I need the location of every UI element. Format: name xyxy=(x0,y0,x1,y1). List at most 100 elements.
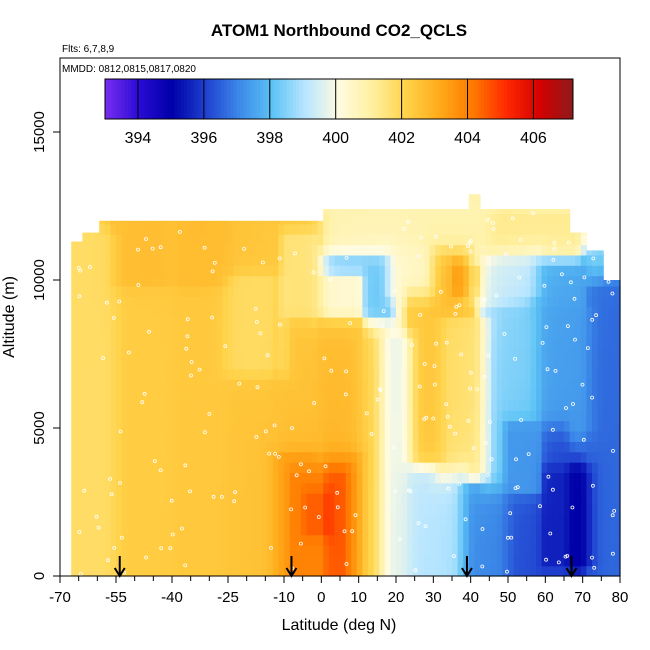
heatmap-cell xyxy=(496,348,503,360)
heatmap-cell xyxy=(362,254,369,266)
heatmap-cell xyxy=(362,451,369,463)
heatmap-cell xyxy=(508,368,515,380)
heatmap-cell xyxy=(166,244,173,256)
heatmap-cell xyxy=(519,389,526,401)
colorbar-swatch xyxy=(569,79,574,119)
heatmap-cell xyxy=(149,565,156,577)
heatmap-cell xyxy=(312,441,319,453)
heatmap-cell xyxy=(228,389,235,401)
heatmap-cell xyxy=(614,379,621,391)
heatmap-cell xyxy=(508,565,515,577)
heatmap-cell xyxy=(256,534,263,546)
heatmap-cell xyxy=(508,209,515,214)
heatmap-cell xyxy=(284,234,291,246)
sample-marker xyxy=(219,494,224,499)
heatmap-cell xyxy=(435,327,442,339)
heatmap-cell xyxy=(300,462,307,473)
sample-marker xyxy=(380,324,385,329)
heatmap-cell xyxy=(278,234,285,246)
sample-marker xyxy=(491,226,496,231)
heatmap-cell xyxy=(468,244,475,256)
heatmap-cell xyxy=(368,544,375,556)
heatmap-cell xyxy=(356,420,363,432)
heatmap-cell xyxy=(440,441,447,453)
heatmap-cell xyxy=(379,472,386,484)
heatmap-cell xyxy=(390,254,397,266)
heatmap-cell xyxy=(435,285,442,297)
heatmap-cell xyxy=(177,420,184,432)
x-tick-label: -40 xyxy=(161,589,183,606)
heatmap-cell xyxy=(144,462,151,473)
heatmap-cell xyxy=(99,337,106,349)
sample-marker xyxy=(494,293,499,298)
heatmap-cell xyxy=(373,482,380,494)
heatmap-cell xyxy=(384,358,391,370)
heatmap-cell xyxy=(547,275,554,287)
heatmap-cell xyxy=(412,348,419,360)
heatmap-cell xyxy=(608,389,615,401)
heatmap-cell xyxy=(575,472,582,484)
heatmap-cell xyxy=(82,317,89,328)
heatmap-cell xyxy=(412,223,419,235)
heatmap-cell xyxy=(524,213,531,225)
heatmap-cell xyxy=(149,482,156,494)
heatmap-cell xyxy=(558,368,565,380)
heatmap-cell xyxy=(71,420,78,432)
heatmap-cell xyxy=(356,431,363,442)
heatmap-cell xyxy=(580,254,587,266)
heatmap-cell xyxy=(250,337,257,349)
sample-marker xyxy=(531,211,535,216)
heatmap-cell xyxy=(485,317,492,328)
heatmap-cell xyxy=(149,275,156,287)
heatmap-cell xyxy=(323,524,330,536)
heatmap-cell xyxy=(132,462,139,473)
heatmap-cell xyxy=(396,544,403,556)
heatmap-cell xyxy=(384,513,391,525)
heatmap-cell xyxy=(127,503,134,515)
heatmap-cell xyxy=(132,223,139,235)
heatmap-cell xyxy=(88,234,95,246)
heatmap-cell xyxy=(104,306,111,318)
heatmap-cell xyxy=(250,493,257,505)
heatmap-cell xyxy=(166,451,173,463)
colorbar-swatch xyxy=(355,79,360,119)
heatmap-cell xyxy=(82,441,89,453)
heatmap-cell xyxy=(580,431,587,442)
heatmap-cell xyxy=(351,389,358,401)
sample-marker xyxy=(183,463,188,468)
heatmap-cell xyxy=(508,389,515,401)
heatmap-cell xyxy=(519,513,526,525)
heatmap-cell xyxy=(508,244,515,256)
heatmap-cell xyxy=(194,482,201,494)
heatmap-cell xyxy=(362,431,369,442)
heatmap-cell xyxy=(334,534,341,546)
heatmap-cell xyxy=(603,280,610,287)
heatmap-cell xyxy=(384,337,391,349)
heatmap-cell xyxy=(457,399,464,411)
heatmap-cell xyxy=(138,358,145,370)
heatmap-cell xyxy=(541,368,548,380)
sample-marker xyxy=(265,353,270,358)
heatmap-cell xyxy=(300,296,307,308)
heatmap-cell xyxy=(502,534,509,546)
heatmap-cell xyxy=(244,275,251,287)
heatmap-cell xyxy=(508,410,515,422)
heatmap-cell xyxy=(480,223,487,235)
heatmap-cell xyxy=(116,285,123,297)
heatmap-cell xyxy=(222,244,229,256)
sample-marker xyxy=(78,268,83,273)
sample-marker xyxy=(185,317,190,322)
heatmap-cell xyxy=(524,524,531,536)
heatmap-cell xyxy=(491,213,498,225)
heatmap-cell xyxy=(127,265,134,277)
heatmap-cell xyxy=(407,306,414,318)
heatmap-cell xyxy=(435,348,442,360)
heatmap-cell xyxy=(250,220,257,225)
heatmap-cell xyxy=(88,472,95,484)
heatmap-cell xyxy=(401,389,408,401)
heatmap-cell xyxy=(116,462,123,473)
colorbar-swatch xyxy=(266,79,271,119)
heatmap-cell xyxy=(216,379,223,391)
heatmap-cell xyxy=(552,337,559,349)
heatmap-cell xyxy=(396,327,403,339)
